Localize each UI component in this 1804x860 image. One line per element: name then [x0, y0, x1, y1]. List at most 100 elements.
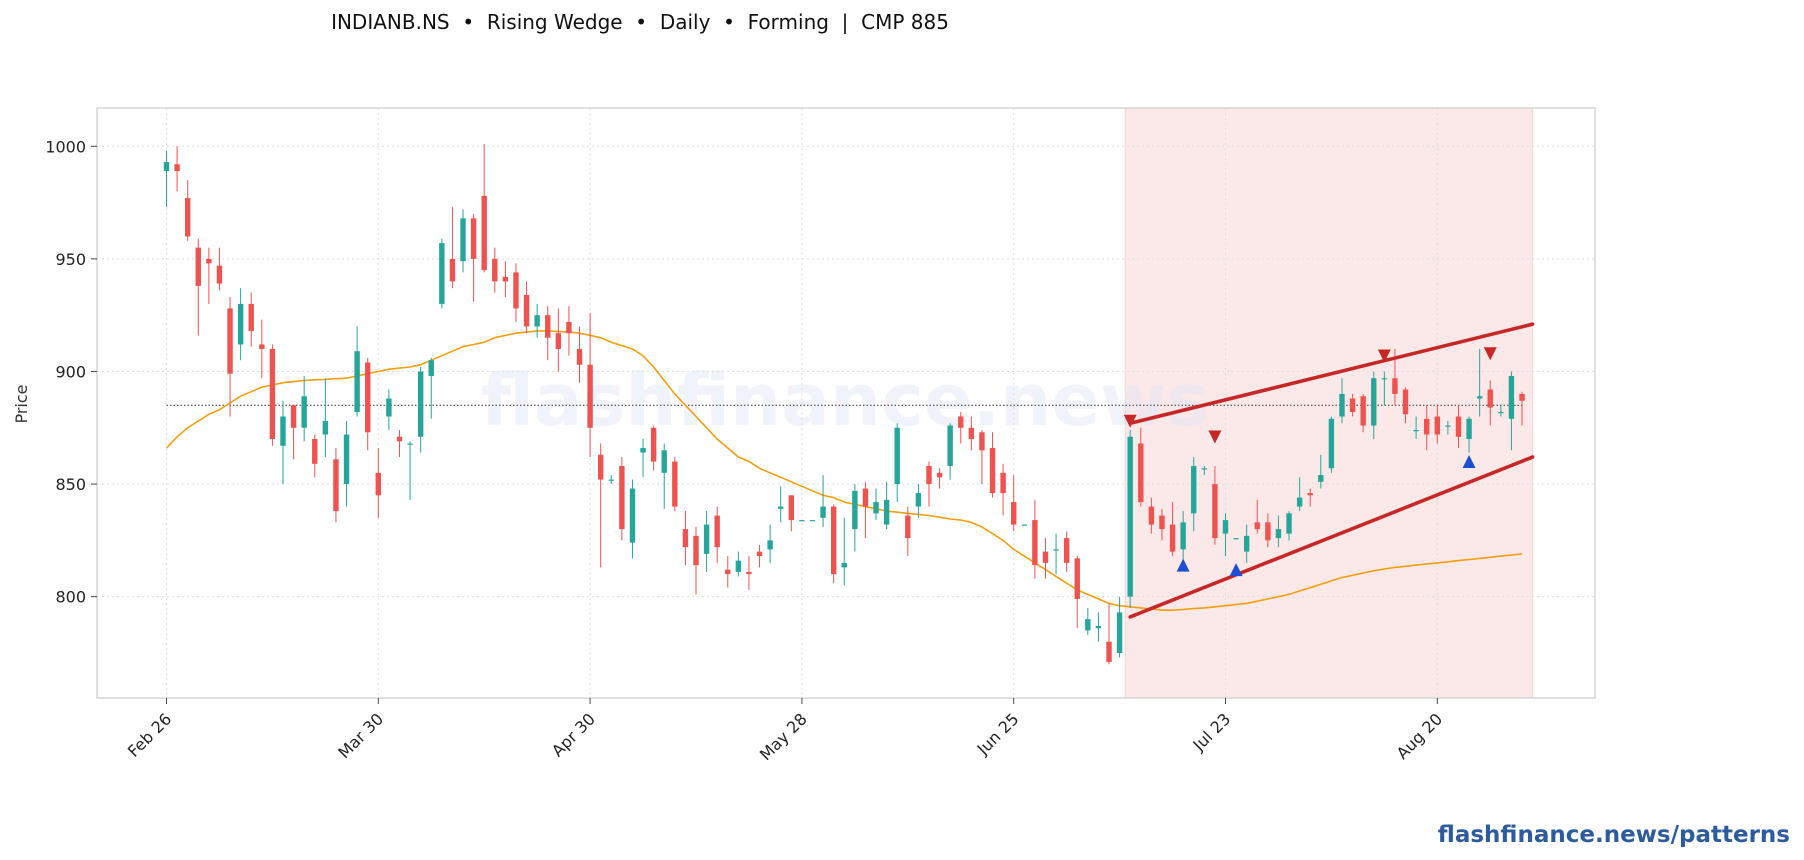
- candle: [386, 389, 392, 431]
- candle: [1074, 556, 1080, 629]
- candle-body: [1445, 425, 1451, 427]
- candle: [947, 423, 953, 480]
- candle: [788, 495, 795, 532]
- candle: [862, 481, 869, 539]
- candle: [1424, 405, 1430, 451]
- candle-body: [1201, 468, 1208, 470]
- candle: [725, 556, 731, 588]
- candle-body: [1106, 641, 1112, 662]
- candle-body: [799, 520, 805, 522]
- candle: [502, 261, 509, 298]
- candle-body: [492, 258, 498, 282]
- candle: [248, 292, 254, 347]
- candle-body: [873, 502, 879, 514]
- candle: [799, 520, 805, 522]
- candle-body: [1371, 378, 1377, 426]
- candle: [1286, 511, 1292, 541]
- candle-body: [1487, 389, 1493, 408]
- candle: [428, 357, 434, 419]
- candle-body: [936, 472, 943, 478]
- candle: [534, 303, 540, 338]
- candle-body: [1148, 506, 1155, 525]
- candle: [481, 144, 487, 273]
- candle: [926, 461, 932, 507]
- candle: [1498, 405, 1504, 417]
- footer-link[interactable]: flashfinance.news/patterns: [1437, 822, 1790, 848]
- candle-body: [905, 515, 911, 539]
- candle-body: [163, 162, 170, 172]
- candle: [661, 443, 667, 509]
- candle-body: [481, 195, 487, 271]
- candle-body: [1318, 475, 1324, 482]
- candle: [767, 524, 773, 563]
- candle: [1000, 463, 1006, 516]
- candle-body: [460, 218, 466, 262]
- candle-body: [608, 479, 614, 481]
- candle-body: [248, 303, 254, 331]
- x-tick-label: Mar 30: [334, 709, 387, 762]
- candle: [460, 209, 466, 273]
- candle: [650, 425, 657, 471]
- candle: [576, 326, 583, 383]
- candle: [439, 238, 445, 309]
- candle-body: [1180, 522, 1186, 550]
- candle-body: [174, 164, 180, 172]
- candle: [333, 448, 339, 523]
- candle: [1042, 538, 1049, 579]
- candle: [1106, 603, 1112, 665]
- candle: [195, 238, 201, 336]
- candle-body: [237, 303, 244, 345]
- candle-body: [1328, 418, 1335, 469]
- candle-body: [354, 351, 360, 413]
- candle: [735, 551, 742, 577]
- candle: [269, 344, 276, 446]
- candle-body: [1222, 520, 1229, 534]
- candle: [1032, 499, 1038, 579]
- candle: [1180, 511, 1186, 563]
- candle: [619, 457, 625, 541]
- candle: [1169, 502, 1176, 557]
- candle: [354, 326, 360, 417]
- candle-body: [1402, 389, 1409, 415]
- candle: [1466, 416, 1472, 453]
- candle-body: [1063, 538, 1070, 563]
- candle: [1339, 378, 1345, 424]
- candle: [1233, 538, 1239, 540]
- candle: [1476, 348, 1483, 417]
- grid-layer: [97, 108, 1595, 698]
- y-axis-title: Price: [12, 384, 31, 423]
- candle: [820, 475, 826, 527]
- candle: [375, 448, 381, 518]
- candle-body: [407, 443, 413, 445]
- candle-body: [322, 421, 329, 435]
- candle: [1063, 531, 1070, 572]
- candle-body: [555, 333, 562, 349]
- candle: [1011, 475, 1017, 532]
- candle: [873, 488, 879, 521]
- candle: [958, 412, 964, 444]
- candle-body: [629, 488, 636, 543]
- candle-body: [566, 321, 572, 334]
- candle-body: [1424, 418, 1430, 435]
- candle: [523, 281, 530, 334]
- candle-body: [989, 448, 996, 494]
- candle-body: [216, 265, 223, 284]
- candle-body: [650, 427, 657, 462]
- candle-body: [1138, 443, 1144, 503]
- candle: [555, 308, 562, 372]
- candle: [1265, 513, 1271, 548]
- candle: [1455, 405, 1462, 449]
- candle: [322, 378, 329, 458]
- candle: [290, 405, 297, 460]
- candle: [163, 150, 170, 208]
- candle: [237, 288, 244, 361]
- candle-body: [227, 308, 233, 374]
- candle: [1307, 488, 1313, 507]
- y-tick-label: 1000: [45, 137, 86, 156]
- candle-body: [725, 569, 731, 575]
- candle-body: [365, 362, 371, 433]
- y-tick-label: 850: [55, 475, 86, 494]
- candle-body: [301, 396, 307, 428]
- candle-body: [841, 562, 847, 568]
- x-tick-label: Apr 30: [548, 709, 599, 760]
